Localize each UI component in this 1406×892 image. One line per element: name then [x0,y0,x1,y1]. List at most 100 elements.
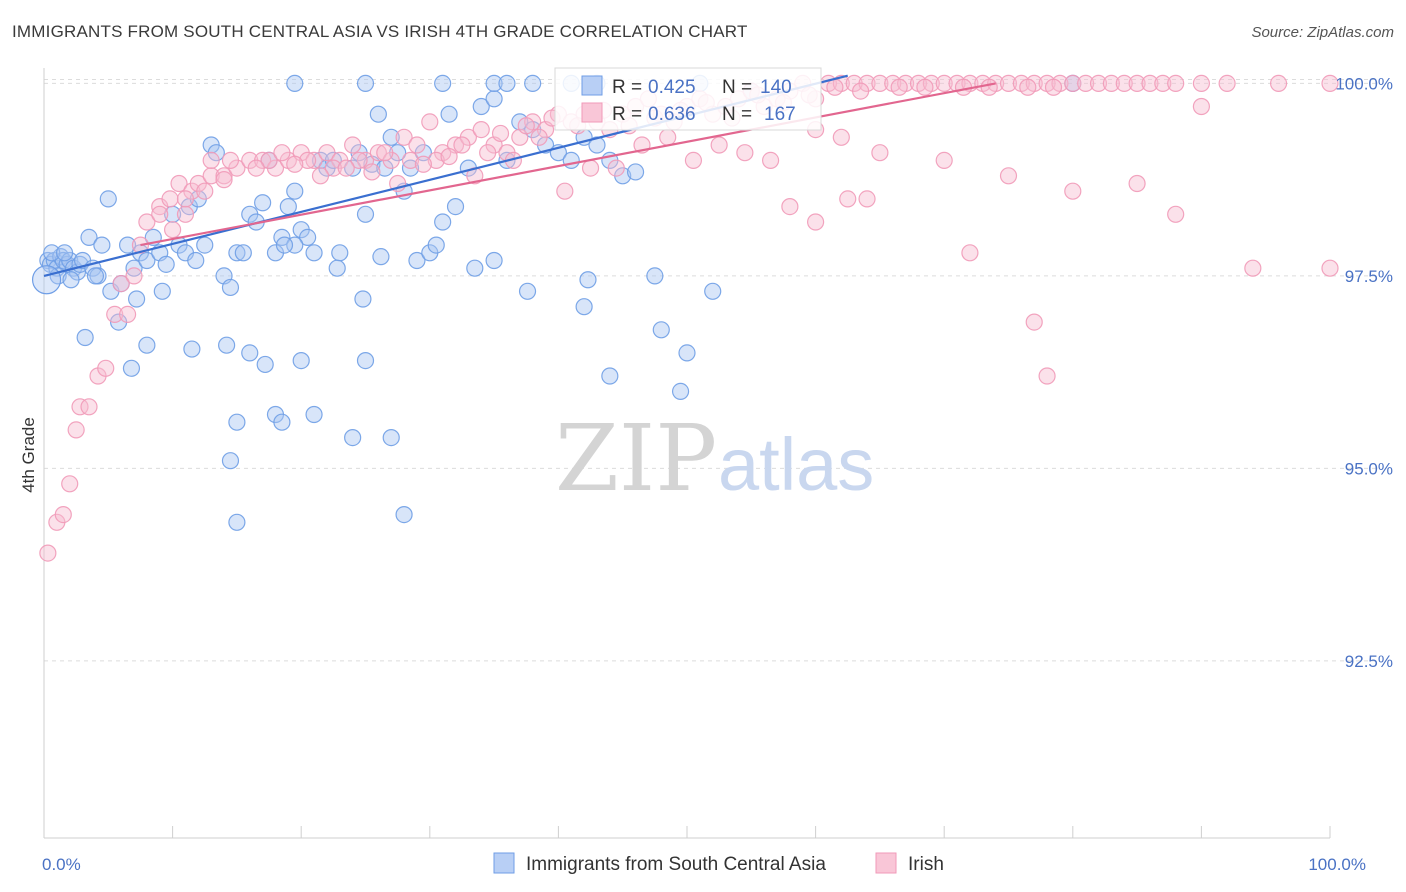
point-irish [581,159,600,177]
stats-swatch-blue [581,75,603,96]
watermark: ZIP atlas [555,405,874,512]
point-irish [530,128,548,146]
stats-n-label-blue: N = [722,77,752,98]
point-south-central-asia [228,513,246,531]
point-south-central-asia [331,244,349,262]
point-south-central-asia [671,382,690,400]
point-south-central-asia [485,74,503,93]
stats-legend-box: R = 0.425 N = 140 R = 0.636 N = 167 [554,67,822,131]
point-south-central-asia [354,290,372,308]
point-south-central-asia [466,259,484,277]
axes [43,68,1331,839]
point-irish [414,155,432,173]
point-irish [1064,182,1082,200]
point-south-central-asia [157,255,175,273]
point-irish [1244,259,1262,277]
point-south-central-asia [434,213,452,231]
point-irish [1167,74,1185,93]
point-south-central-asia [241,344,259,362]
y-tick-label: 92.5% [1345,652,1393,671]
point-south-central-asia [80,228,98,246]
point-irish [215,167,233,185]
point-irish [710,136,728,154]
point-south-central-asia [434,74,452,93]
point-south-central-asia [99,190,117,208]
point-irish [1269,74,1288,93]
point-irish [39,544,57,562]
point-south-central-asia [86,267,105,285]
point-south-central-asia [127,290,146,308]
point-irish [421,113,439,131]
point-south-central-asia [254,194,272,212]
point-irish [491,124,510,143]
point-irish [427,151,445,169]
point-south-central-asia [356,74,375,93]
point-irish [395,128,413,146]
point-south-central-asia [196,236,214,254]
point-south-central-asia [382,128,400,146]
point-south-central-asia [275,236,294,254]
point-irish [1089,74,1108,93]
point-irish [935,74,953,93]
point-south-central-asia [279,198,297,216]
point-irish [999,167,1018,185]
point-irish [260,151,278,169]
point-south-central-asia [562,151,580,169]
point-south-central-asia [518,282,537,300]
point-irish [97,359,115,377]
point-south-central-asia [31,265,62,295]
point-irish [196,182,214,200]
point-south-central-asia [646,267,664,285]
point-south-central-asia [273,413,291,431]
point-south-central-asia [122,359,141,377]
point-irish [221,151,240,169]
point-irish [176,205,195,223]
point-south-central-asia [138,251,156,270]
point-south-central-asia [601,367,619,385]
point-irish [247,159,265,177]
point-irish [916,78,934,96]
point-irish [151,205,169,223]
point-south-central-asia [234,244,252,262]
point-irish [999,74,1018,93]
y-axis-label: 4th Grade [19,417,38,493]
y-tick-label: 100.0% [1335,74,1393,93]
point-south-central-asia [221,452,240,470]
point-south-central-asia [43,244,61,262]
chart-title: IMMIGRANTS FROM SOUTH CENTRAL ASIA VS IR… [12,22,748,41]
point-south-central-asia [183,340,201,358]
point-irish [401,151,420,169]
point-irish [215,171,233,189]
watermark-atlas: atlas [718,423,874,506]
x-tick-label: 100.0% [1308,855,1366,874]
point-irish [324,159,342,177]
source-label: Source: ZipAtlas.com [1251,24,1394,41]
point-south-central-asia [286,182,304,200]
point-irish [344,136,362,154]
point-irish [832,128,850,146]
point-irish [1044,78,1063,96]
point-south-central-asia [524,74,542,93]
tick-labels: 100.0% 97.5% 95.0% 92.5% 0.0% 100.0% [42,74,1393,874]
point-irish [935,151,953,169]
point-irish [1115,74,1133,93]
point-south-central-asia [138,336,156,354]
point-irish [337,159,355,177]
point-irish [806,213,825,231]
point-irish [408,136,426,154]
point-irish [684,151,703,169]
point-irish [1321,259,1339,277]
point-south-central-asia [372,248,390,266]
point-south-central-asia [485,251,503,270]
point-south-central-asia [221,278,240,297]
stats-n-label-pink: N = [722,104,752,125]
point-irish [138,213,156,231]
point-irish [556,182,574,200]
point-irish [202,151,220,169]
point-south-central-asia [55,244,74,262]
point-irish [479,144,497,162]
point-irish [376,144,394,162]
bottom-legend: Immigrants from South Central Asia Irish [493,852,944,875]
point-south-central-asia [678,344,696,362]
stats-n-value-blue: 140 [760,77,792,98]
